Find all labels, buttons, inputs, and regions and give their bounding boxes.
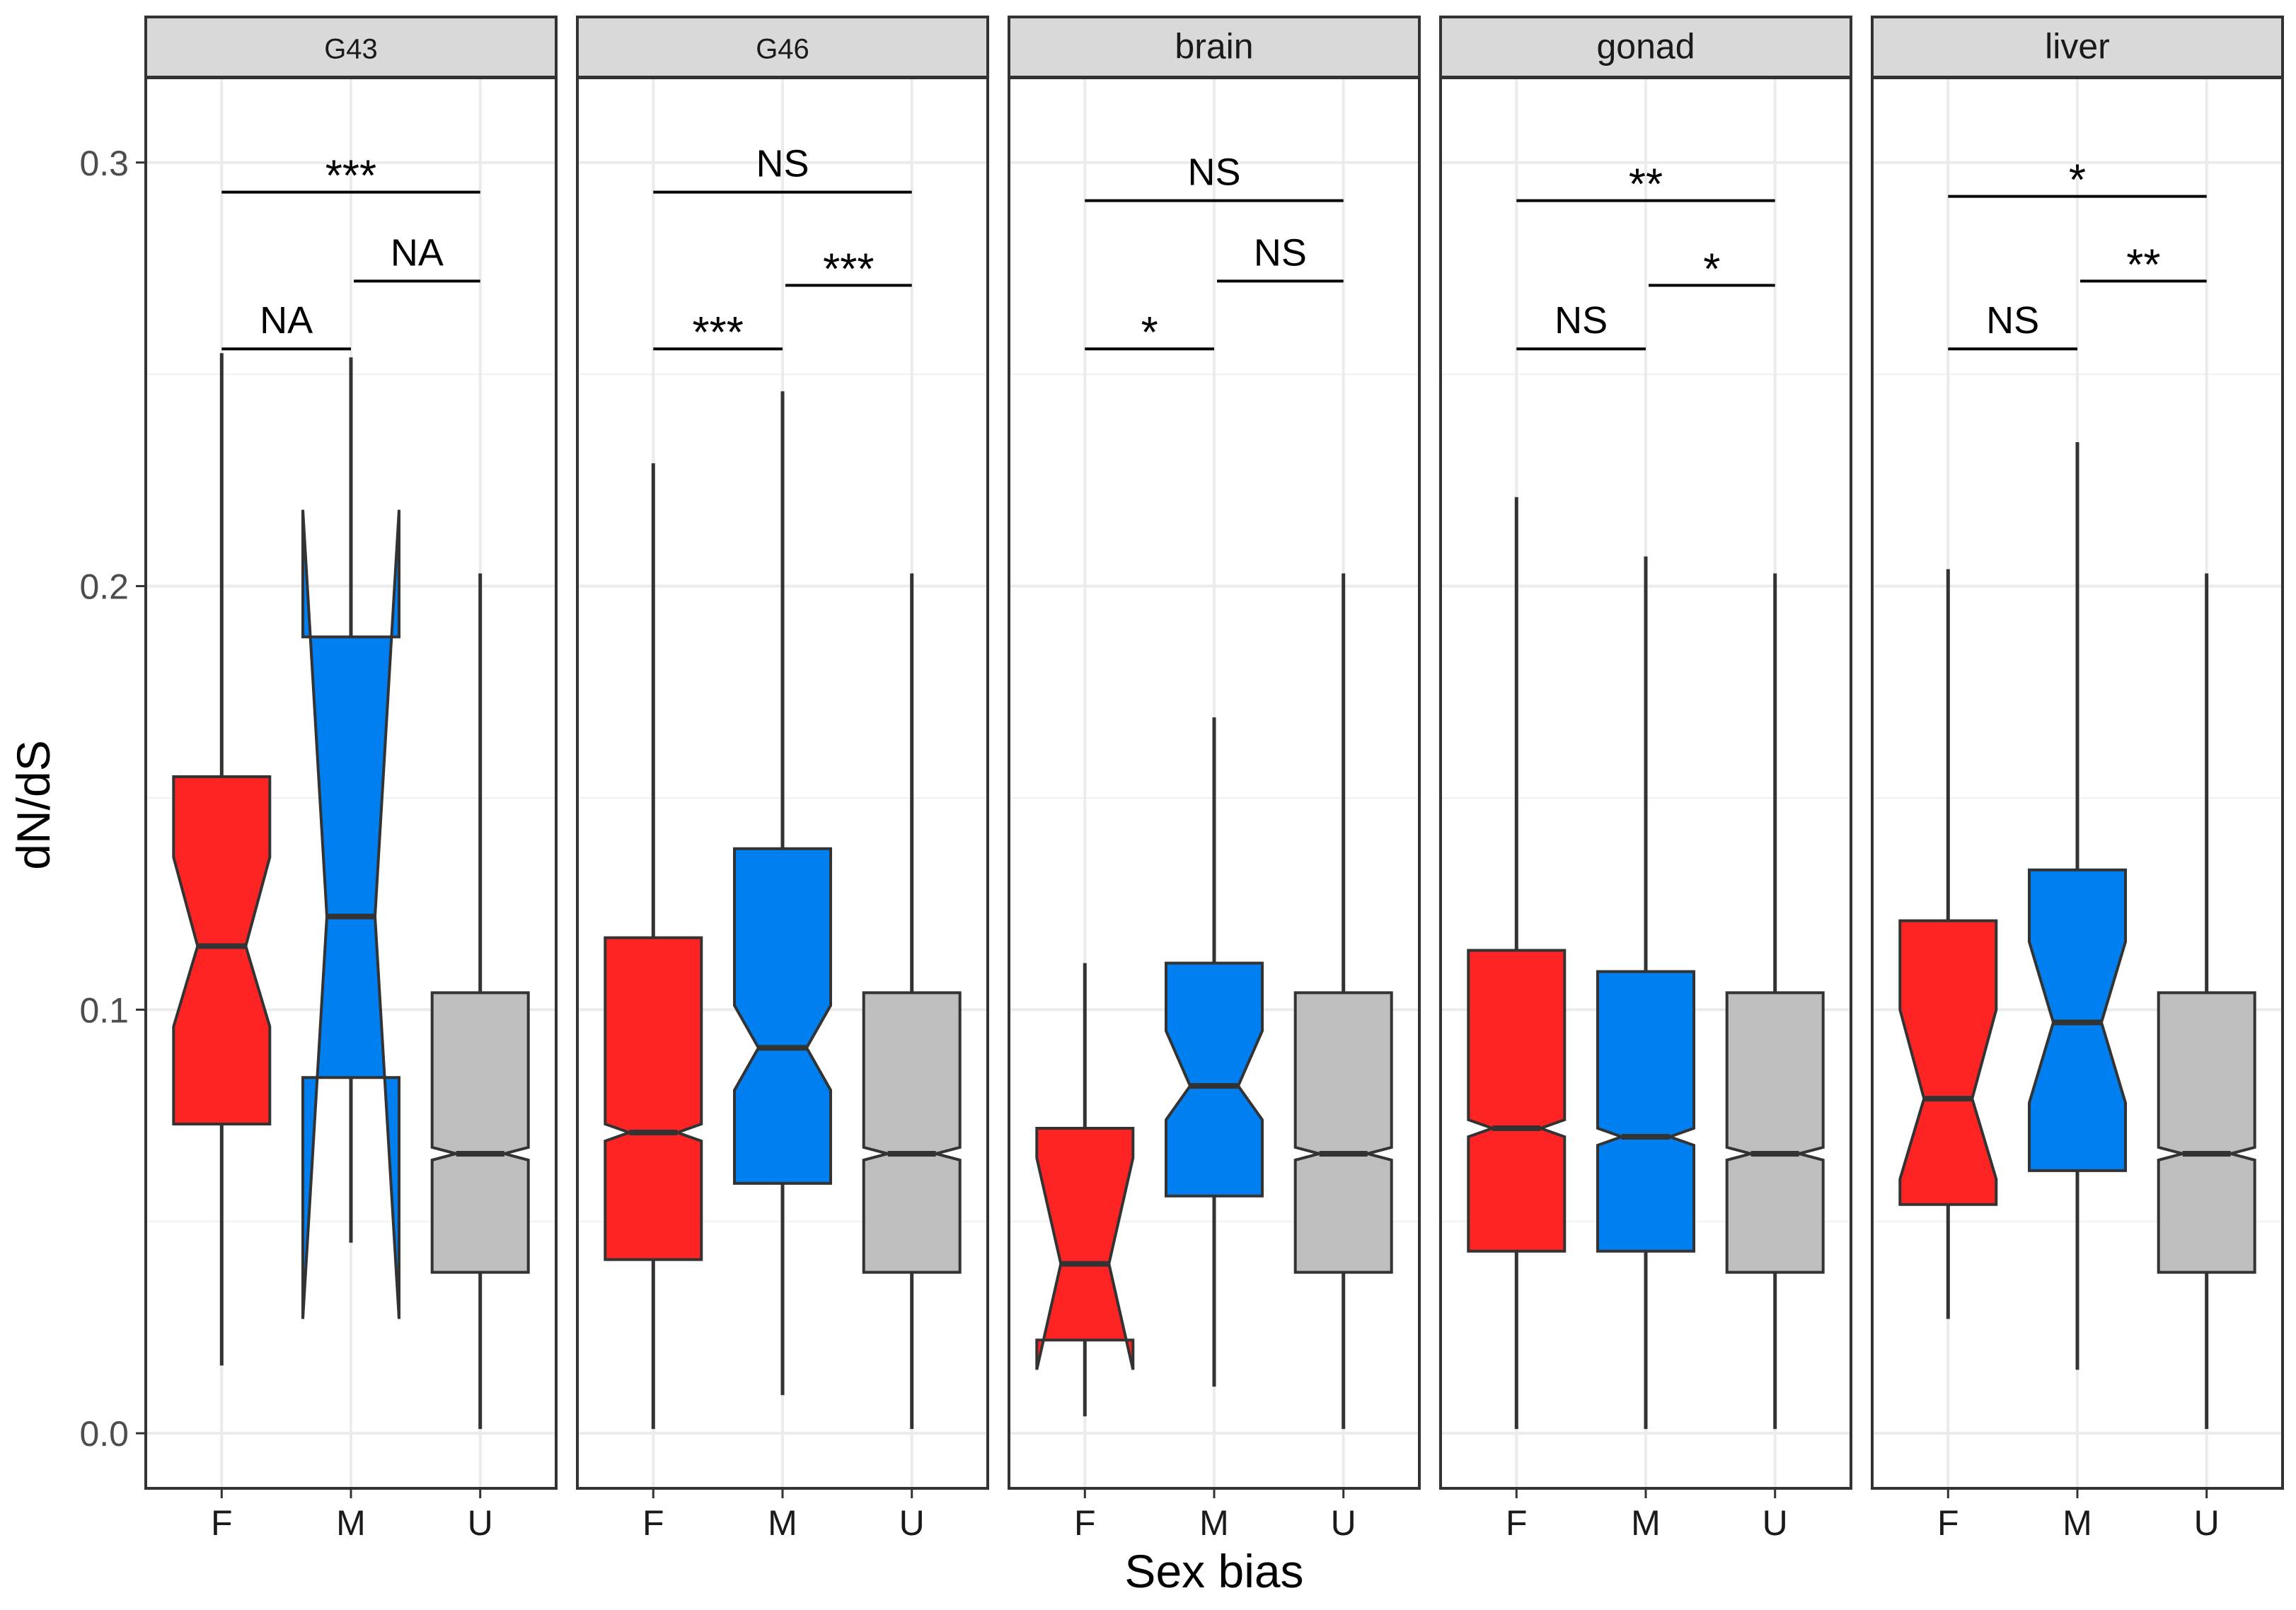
x-tick-label: U — [899, 1503, 925, 1543]
box-f — [1467, 949, 1567, 1253]
box-u — [1725, 991, 1825, 1274]
x-tick-label: U — [468, 1503, 493, 1543]
x-tick-label: U — [2194, 1503, 2220, 1543]
x-tick-label: M — [1631, 1503, 1661, 1543]
significance-label: * — [1703, 245, 1720, 294]
facet-panel-g43: G43 *** NA NA F M U — [144, 16, 558, 1543]
x-tick-label: F — [642, 1503, 664, 1543]
significance-label: NS — [756, 143, 809, 185]
box-m — [733, 847, 832, 1185]
y-axis: 0.0 0.1 0.2 0.3 — [79, 144, 146, 1454]
facet-strip-label: brain — [1175, 27, 1253, 66]
facet-panel-g46: G46 NS *** *** F M U — [576, 16, 989, 1543]
x-tick-label: M — [336, 1503, 366, 1543]
box-f — [1035, 1127, 1135, 1370]
x-tick-label: F — [211, 1503, 233, 1543]
y-axis-title: dN/dS — [7, 740, 59, 869]
box-u — [1293, 991, 1393, 1274]
box-m — [1596, 970, 1695, 1253]
facet-strip-label: G43 — [324, 34, 378, 65]
box-f — [172, 775, 272, 1125]
significance-label: *** — [692, 308, 743, 357]
box-m — [1165, 961, 1264, 1198]
significance-label: NS — [1187, 151, 1240, 194]
facet-strip — [1008, 16, 1421, 79]
x-tick-label: M — [2063, 1503, 2092, 1543]
significance-label: * — [2069, 156, 2086, 205]
facet-panel-brain: brain NS NS * F M U — [1008, 16, 1421, 1543]
significance-label: NA — [391, 231, 444, 274]
facet-strip — [144, 16, 558, 79]
facet-strip — [1871, 16, 2284, 79]
x-tick-label: F — [1506, 1503, 1528, 1543]
x-tick-label: U — [1763, 1503, 1788, 1543]
x-axis-title: Sex bias — [1124, 1545, 1303, 1597]
significance-label: NA — [260, 299, 313, 342]
x-tick-label: F — [1937, 1503, 1959, 1543]
y-tick-label: 0.2 — [79, 567, 129, 607]
y-tick-label: 0.1 — [79, 990, 129, 1030]
y-tick-label: 0.0 — [79, 1414, 129, 1454]
x-tick-label: F — [1074, 1503, 1096, 1543]
box-u — [862, 991, 962, 1274]
facet-strip-label: liver — [2045, 27, 2110, 66]
significance-label: ** — [1629, 161, 1663, 209]
box-f — [604, 936, 703, 1261]
x-tick-label: M — [768, 1503, 797, 1543]
x-tick-label: U — [1331, 1503, 1356, 1543]
box-f — [1898, 919, 1998, 1206]
box-u — [430, 991, 530, 1274]
facet-panel-liver: liver***NSF M U — [1871, 16, 2284, 1543]
significance-label: NS — [1254, 231, 1307, 274]
x-tick-label: M — [1199, 1503, 1229, 1543]
facet-strip-label: gonad — [1596, 27, 1695, 66]
significance-label: * — [1141, 308, 1158, 357]
facet-strip-label: G46 — [756, 34, 809, 65]
significance-label: NS — [1986, 299, 2039, 342]
box-u — [2157, 991, 2256, 1274]
significance-label: ** — [2126, 241, 2160, 289]
significance-label: *** — [823, 245, 874, 294]
facet-panel-gonad: gonad***NSF M U — [1439, 16, 1852, 1543]
y-tick-label: 0.3 — [79, 144, 129, 183]
significance-label: *** — [325, 152, 376, 201]
significance-label: NS — [1554, 299, 1608, 342]
